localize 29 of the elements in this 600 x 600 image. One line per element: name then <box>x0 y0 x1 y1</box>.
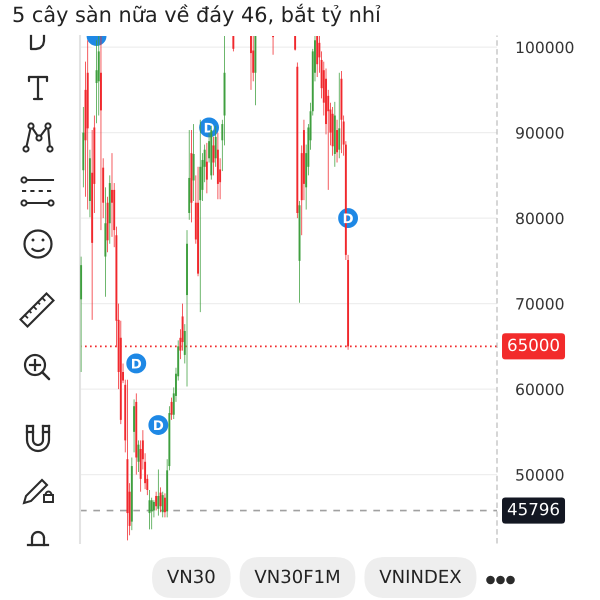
candlestick <box>160 487 162 513</box>
candlestick <box>336 119 338 163</box>
candlestick <box>206 142 208 194</box>
ref-line-label: 65000 <box>508 338 559 352</box>
y-tick-label: 90000 <box>516 126 564 139</box>
y-tick-label: 60000 <box>516 383 564 396</box>
ref-line-label: 45796 <box>508 502 559 516</box>
candlestick <box>212 136 214 176</box>
candlestick <box>137 440 140 472</box>
candlestick <box>232 36 234 52</box>
chart-title: 5 cây sàn nữa về đáy 46, bắt tỷ nhỉ <box>14 4 380 26</box>
candlestick <box>157 469 160 516</box>
y-tick-label: 70000 <box>516 298 564 310</box>
text: VN30 <box>167 570 215 584</box>
text: VNINDEX <box>379 570 462 583</box>
y-tick-label: 50000 <box>516 468 564 481</box>
candlestick <box>164 493 166 518</box>
y-tick-label: 80000 <box>516 212 564 224</box>
candlestick <box>96 40 98 124</box>
y-tick-label: 100000 <box>516 41 574 54</box>
candlestick <box>148 490 150 530</box>
candlestick <box>250 36 252 90</box>
candlestick <box>170 397 173 420</box>
candlestick <box>155 491 158 511</box>
text: VN30F1M <box>254 570 339 584</box>
candlestick <box>214 125 217 168</box>
data-label: D <box>132 358 142 368</box>
candlestick <box>294 36 296 51</box>
data-label: D <box>154 420 164 430</box>
